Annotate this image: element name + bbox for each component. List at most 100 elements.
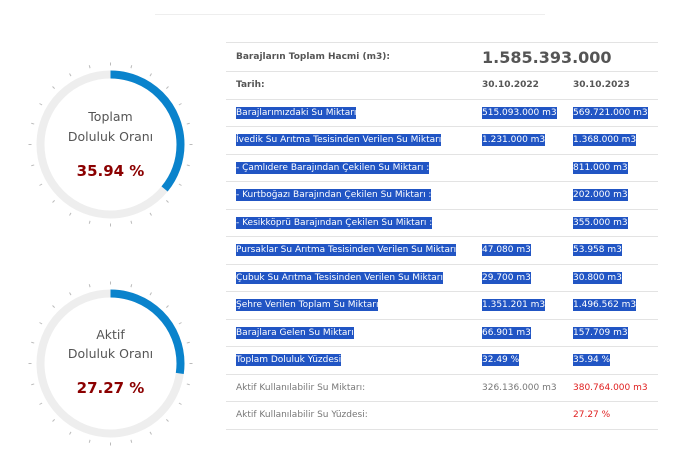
gauge-tick: [39, 402, 43, 405]
gauge-tick: [149, 431, 152, 435]
row-label[interactable]: - Kesikköprü Barajından Çekilen Su Mikta…: [236, 216, 433, 229]
row-label[interactable]: - Kurtboğazı Barajından Çekilen Su Mikta…: [236, 189, 432, 202]
gauge-ticks: [28, 281, 193, 446]
gauge-tick: [166, 305, 169, 308]
row-label[interactable]: Barajlarımızdaki Su Miktarı: [236, 106, 357, 119]
row-value-2022[interactable]: 29.700 m3: [482, 271, 531, 284]
gauge-tick: [186, 341, 190, 344]
row-label[interactable]: Toplam Doluluk Yüzdesi: [236, 354, 342, 367]
gauge-ticks: [28, 62, 193, 227]
active-amount-2022: 326.136.000 m3: [482, 382, 557, 393]
row-value-2022[interactable]: 515.093.000 m3: [482, 106, 557, 119]
row-label[interactable]: İvedik Su Arıtma Tesisinden Verilen Su M…: [236, 134, 442, 147]
gauge-tick: [69, 292, 72, 296]
date-header-row: Tarih: 30.10.2022 30.10.2023: [226, 71, 658, 99]
active-amount-row: Aktif Kullanılabilir Su Miktarı: 326.136…: [226, 373, 658, 402]
gauge-tick: [166, 419, 169, 422]
row-value-2022[interactable]: 32.49 %: [482, 354, 520, 367]
row-value-2023[interactable]: 202.000 m3: [573, 189, 628, 202]
gauge-tick: [39, 183, 43, 186]
table-row: Barajlara Gelen Su Miktarı 66.901 m3 157…: [226, 318, 658, 347]
active-percent-2023: 27.27 %: [573, 410, 611, 421]
gauge-tick: [52, 86, 55, 89]
active-percent-label: Aktif Kullanılabilir Su Yüzdesi:: [236, 410, 368, 421]
active-gauge-graphic: [28, 281, 193, 446]
active-amount-2023: 380.764.000 m3: [573, 382, 648, 393]
row-value-2023[interactable]: 1.496.562 m3: [573, 299, 637, 312]
total-fill-gauge: Toplam Doluluk Oranı 35.94 %: [28, 62, 193, 227]
gauge-tick: [52, 305, 55, 308]
row-value-2023[interactable]: 355.000 m3: [573, 216, 628, 229]
gauge-tick: [149, 292, 152, 296]
gauge-label-line1: Aktif: [96, 327, 125, 342]
table-row: Barajlarımızdaki Su Miktarı 515.093.000 …: [226, 98, 658, 127]
gauge-tick: [69, 212, 72, 216]
gauge-value: 35.94 %: [76, 162, 145, 180]
row-label[interactable]: Çubuk Su Arıtma Tesisinden Verilen Su Mi…: [236, 271, 443, 284]
row-value-2022[interactable]: 1.231.000 m3: [482, 134, 546, 147]
row-value-2023[interactable]: 30.800 m3: [573, 271, 622, 284]
row-value-2023[interactable]: 569.721.000 m3: [573, 106, 648, 119]
gauge-tick: [52, 200, 55, 203]
gauge-fill-arc: [36, 289, 185, 438]
row-value-2022[interactable]: 47.080 m3: [482, 244, 531, 257]
row-label[interactable]: Barajlara Gelen Su Miktarı: [236, 326, 354, 339]
row-value-2023[interactable]: 53.958 m3: [573, 244, 622, 257]
row-value-2023[interactable]: 35.94 %: [573, 354, 611, 367]
gauge-tick: [166, 86, 169, 89]
row-value-2023[interactable]: 811.000 m3: [573, 161, 628, 174]
row-label[interactable]: - Çamlıdere Barajından Çekilen Su Miktar…: [236, 161, 430, 174]
gauge-tick: [69, 431, 72, 435]
date-column-2: 30.10.2023: [573, 80, 630, 91]
row-value-2022[interactable]: 1.351.201 m3: [482, 299, 546, 312]
gauge-tick: [31, 164, 35, 167]
active-fill-gauge: Aktif Doluluk Oranı 27.27 %: [28, 281, 193, 446]
gauge-tick: [69, 73, 72, 77]
gauge-tick: [31, 383, 35, 386]
gauge-tick: [186, 122, 190, 125]
gauge-tick: [149, 73, 152, 77]
gauge-tick: [130, 439, 133, 443]
gauge-label-line1: Toplam: [88, 109, 133, 124]
dam-statistics-table: Barajların Toplam Hacmi (m3): 1.585.393.…: [226, 42, 658, 430]
gauge-tick: [31, 122, 35, 125]
gauge-tick: [178, 183, 182, 186]
row-value-2023[interactable]: 157.709 m3: [573, 326, 628, 339]
gauge-value: 27.27 %: [76, 379, 145, 397]
table-row: Toplam Doluluk Yüzdesi 32.49 % 35.94 %: [226, 346, 658, 374]
gauge-tick: [130, 65, 133, 69]
top-divider: [155, 14, 545, 15]
table-row: - Kesikköprü Barajından Çekilen Su Mikta…: [226, 208, 658, 237]
table-row: İvedik Su Arıtma Tesisinden Verilen Su M…: [226, 126, 658, 154]
row-value-2023[interactable]: 1.368.000 m3: [573, 134, 637, 147]
total-volume-row: Barajların Toplam Hacmi (m3): 1.585.393.…: [226, 42, 658, 72]
table-row: - Kurtboğazı Barajından Çekilen Su Mikta…: [226, 181, 658, 209]
gauge-tick: [39, 322, 43, 325]
row-label[interactable]: Pursaklar Su Arıtma Tesisinden Verilen S…: [236, 244, 457, 257]
active-amount-label: Aktif Kullanılabilir Su Miktarı:: [236, 382, 366, 393]
table-row: Pursaklar Su Arıtma Tesisinden Verilen S…: [226, 236, 658, 264]
date-label: Tarih:: [236, 80, 265, 91]
table-row: Çubuk Su Arıtma Tesisinden Verilen Su Mi…: [226, 263, 658, 292]
row-label[interactable]: Şehre Verilen Toplam Su Miktarı: [236, 299, 379, 312]
gauge-fill-arc: [36, 70, 185, 219]
total-volume-value: 1.585.393.000: [482, 47, 612, 67]
gauge-tick: [130, 220, 133, 224]
table-row: - Çamlıdere Barajından Çekilen Su Miktar…: [226, 153, 658, 182]
gauge-tick: [130, 284, 133, 288]
gauge-tick: [88, 284, 91, 288]
gauge-tick: [149, 212, 152, 216]
gauge-tick: [31, 341, 35, 344]
table-row: Şehre Verilen Toplam Su Miktarı 1.351.20…: [226, 291, 658, 319]
total-volume-label: Barajların Toplam Hacmi (m3):: [236, 52, 390, 62]
gauge-label-line2: Doluluk Oranı: [67, 346, 154, 361]
gauge-tick: [88, 220, 91, 224]
date-column-1: 30.10.2022: [482, 80, 539, 91]
active-percent-row: Aktif Kullanılabilir Su Yüzdesi: 27.27 %: [226, 401, 658, 430]
row-value-2022[interactable]: 66.901 m3: [482, 326, 531, 339]
gauge-tick: [178, 322, 182, 325]
gauge-tick: [186, 164, 190, 167]
gauge-tick: [88, 439, 91, 443]
gauge-label-line2: Doluluk Oranı: [67, 129, 154, 144]
total-gauge-graphic: [28, 62, 193, 227]
